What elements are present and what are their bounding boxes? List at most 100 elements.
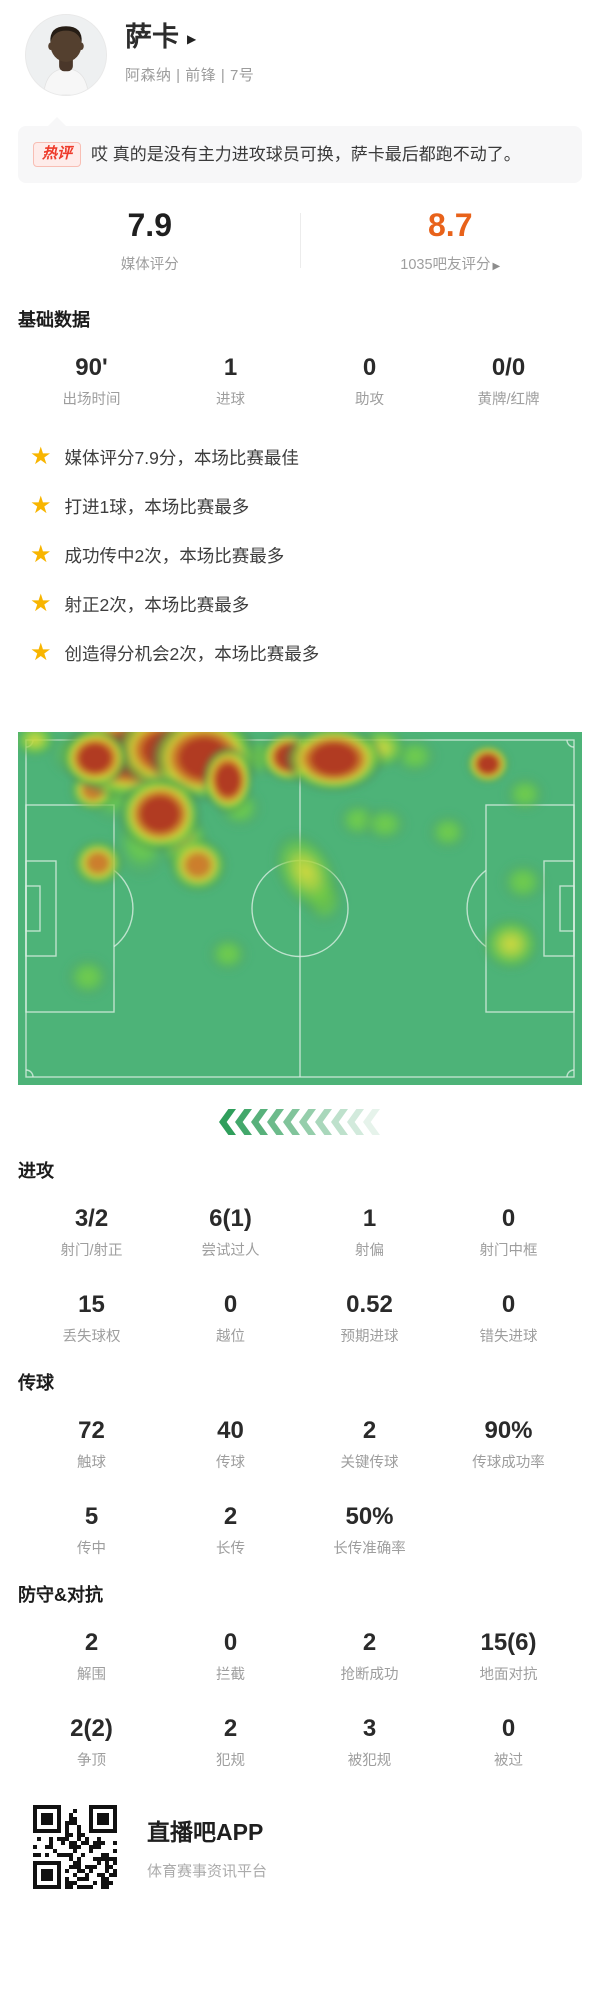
heat-blobs xyxy=(18,732,549,1001)
stat-label: 丢失球权 xyxy=(62,1329,121,1345)
stat-value: 2 xyxy=(362,1417,377,1444)
stat-dribbled-past: 0 被过 xyxy=(439,1715,578,1771)
section-title-attack: 进攻 xyxy=(18,1161,54,1181)
media-rating-label: 媒体评分 xyxy=(120,257,179,273)
stat-value: 3/2 xyxy=(74,1205,109,1232)
stat-big-chances-missed: 0 错失进球 xyxy=(439,1291,578,1347)
stat-value: 2 xyxy=(362,1629,377,1656)
chevron-left-icon xyxy=(363,1109,380,1135)
player-name-arrow-icon: ▶ xyxy=(187,32,197,46)
chevron-left-icon xyxy=(283,1109,300,1135)
stat-offsides: 0 越位 xyxy=(161,1291,300,1347)
stat-long-balls: 2 长传 xyxy=(161,1503,300,1559)
stat-empty-cell xyxy=(439,1503,578,1559)
stat-label: 争顶 xyxy=(77,1753,106,1769)
stat-label: 进球 xyxy=(216,392,245,408)
stat-value: 0 xyxy=(362,354,377,381)
stat-label: 解围 xyxy=(77,1667,106,1683)
stat-value: 1 xyxy=(362,1205,377,1232)
stat-ground-duels: 15(6) 地面对抗 xyxy=(439,1629,578,1685)
chevron-left-icon xyxy=(219,1109,236,1135)
highlight-text: 打进1球，本场比赛最多 xyxy=(64,496,250,517)
stat-label: 尝试过人 xyxy=(201,1243,260,1259)
stat-label: 长传 xyxy=(216,1541,245,1557)
ratings-divider xyxy=(299,213,301,268)
star-icon: ★ xyxy=(30,590,52,617)
stat-shots: 3/2 射门/射正 xyxy=(22,1205,161,1261)
stat-label: 传球 xyxy=(216,1455,245,1471)
stat-label: 关键传球 xyxy=(340,1455,399,1471)
stat-touches: 72 触球 xyxy=(22,1417,161,1473)
stat-value: 6(1) xyxy=(209,1205,252,1232)
media-rating-value: 7.9 xyxy=(127,207,172,243)
chevron-left-icon xyxy=(235,1109,252,1135)
stat-value: 0 xyxy=(501,1205,516,1232)
stat-value: 90% xyxy=(484,1417,533,1444)
stat-minutes: 90' 出场时间 xyxy=(22,354,161,410)
player-head-text: 萨卡 ▶ 阿森纳 | 前锋 | 7号 xyxy=(125,14,254,85)
app-tagline: 体育赛事资讯平台 xyxy=(147,1863,268,1880)
stat-woodwork: 0 射门中框 xyxy=(439,1205,578,1261)
list-item: ★ 打进1球，本场比赛最多 xyxy=(30,493,582,519)
stat-label: 错失进球 xyxy=(479,1329,538,1345)
stat-value: 3 xyxy=(362,1715,377,1742)
stat-tackles-won: 2 抢断成功 xyxy=(300,1629,439,1685)
fan-rating[interactable]: 8.7 1035吧友评分 ▶ xyxy=(301,207,600,274)
media-rating: 7.9 媒体评分 xyxy=(0,207,300,274)
hot-comment-bubble: 热评哎 真的是没有主力进攻球员可换，萨卡最后都跑不动了。 xyxy=(18,117,582,183)
chevron-left-icon xyxy=(347,1109,364,1135)
list-item: ★ 成功传中2次，本场比赛最多 xyxy=(30,542,582,568)
stat-interceptions: 0 拦截 xyxy=(161,1629,300,1685)
player-header: 萨卡 ▶ 阿森纳 | 前锋 | 7号 xyxy=(0,0,600,96)
hot-comment-text: 哎 真的是没有主力进攻球员可换，萨卡最后都跑不动了。 xyxy=(91,145,521,164)
stat-fouls: 2 犯规 xyxy=(161,1715,300,1771)
player-avatar[interactable] xyxy=(25,14,107,96)
stat-fouled: 3 被犯规 xyxy=(300,1715,439,1771)
stat-passes: 40 传球 xyxy=(161,1417,300,1473)
stat-label: 射偏 xyxy=(355,1243,384,1259)
player-photo xyxy=(26,15,106,95)
chevron-left-icon xyxy=(267,1109,284,1135)
stat-label: 长传准确率 xyxy=(333,1541,406,1557)
attack-stat-grid: 3/2 射门/射正 6(1) 尝试过人 1 射偏 0 射门中框 15 丢失球权 … xyxy=(0,1205,600,1347)
highlight-text: 媒体评分7.9分，本场比赛最佳 xyxy=(64,447,299,468)
player-meta: 阿森纳 | 前锋 | 7号 xyxy=(125,67,255,84)
stat-value: 15(6) xyxy=(480,1629,537,1656)
chevron-left-icons xyxy=(0,1109,600,1135)
stat-value: 0 xyxy=(223,1629,238,1656)
passing-stat-grid: 72 触球 40 传球 2 关键传球 90% 传球成功率 5 传中 2 长传 5… xyxy=(0,1417,600,1559)
chevron-left-icon xyxy=(299,1109,316,1135)
player-name-row[interactable]: 萨卡 ▶ xyxy=(125,20,254,54)
ratings-row: 7.9 媒体评分 8.7 1035吧友评分 ▶ xyxy=(0,183,600,284)
stat-label: 预期进球 xyxy=(340,1329,399,1345)
stat-aerial-duels: 2(2) 争顶 xyxy=(22,1715,161,1771)
list-item: ★ 射正2次，本场比赛最多 xyxy=(30,591,582,617)
stat-value: 72 xyxy=(78,1417,105,1444)
stat-label: 犯规 xyxy=(216,1753,245,1769)
qr-code xyxy=(33,1805,117,1889)
hot-comment-text-wrap: 热评哎 真的是没有主力进攻球员可换，萨卡最后都跑不动了。 xyxy=(33,139,567,170)
section-title-defense: 防守&对抗 xyxy=(18,1585,103,1605)
stat-possession-lost: 15 丢失球权 xyxy=(22,1291,161,1347)
fan-rating-value: 8.7 xyxy=(428,207,473,243)
app-name: 直播吧APP xyxy=(147,1819,264,1845)
list-item: ★ 媒体评分7.9分，本场比赛最佳 xyxy=(30,444,582,470)
stat-value: 40 xyxy=(217,1417,244,1444)
list-item: ★ 创造得分机会2次，本场比赛最多 xyxy=(30,640,582,666)
stat-value: 0 xyxy=(223,1291,238,1318)
highlight-text: 成功传中2次，本场比赛最多 xyxy=(64,545,285,566)
stat-value: 5 xyxy=(84,1503,99,1530)
stat-label: 传球成功率 xyxy=(472,1455,545,1471)
stat-value: 2(2) xyxy=(70,1715,113,1742)
fan-rating-label-text: 1035吧友评分 xyxy=(400,257,491,273)
stat-key-passes: 2 关键传球 xyxy=(300,1417,439,1473)
highlight-text: 射正2次，本场比赛最多 xyxy=(64,594,250,615)
stat-label: 抢断成功 xyxy=(340,1667,399,1683)
footer-text: 直播吧APP 体育赛事资讯平台 xyxy=(147,1813,267,1881)
stat-value: 0.52 xyxy=(346,1291,393,1318)
fan-rating-label: 1035吧友评分 ▶ xyxy=(301,253,600,274)
chevron-left-icon xyxy=(251,1109,268,1135)
stat-label: 黄牌/红牌 xyxy=(477,392,540,408)
stat-label: 越位 xyxy=(216,1329,245,1345)
